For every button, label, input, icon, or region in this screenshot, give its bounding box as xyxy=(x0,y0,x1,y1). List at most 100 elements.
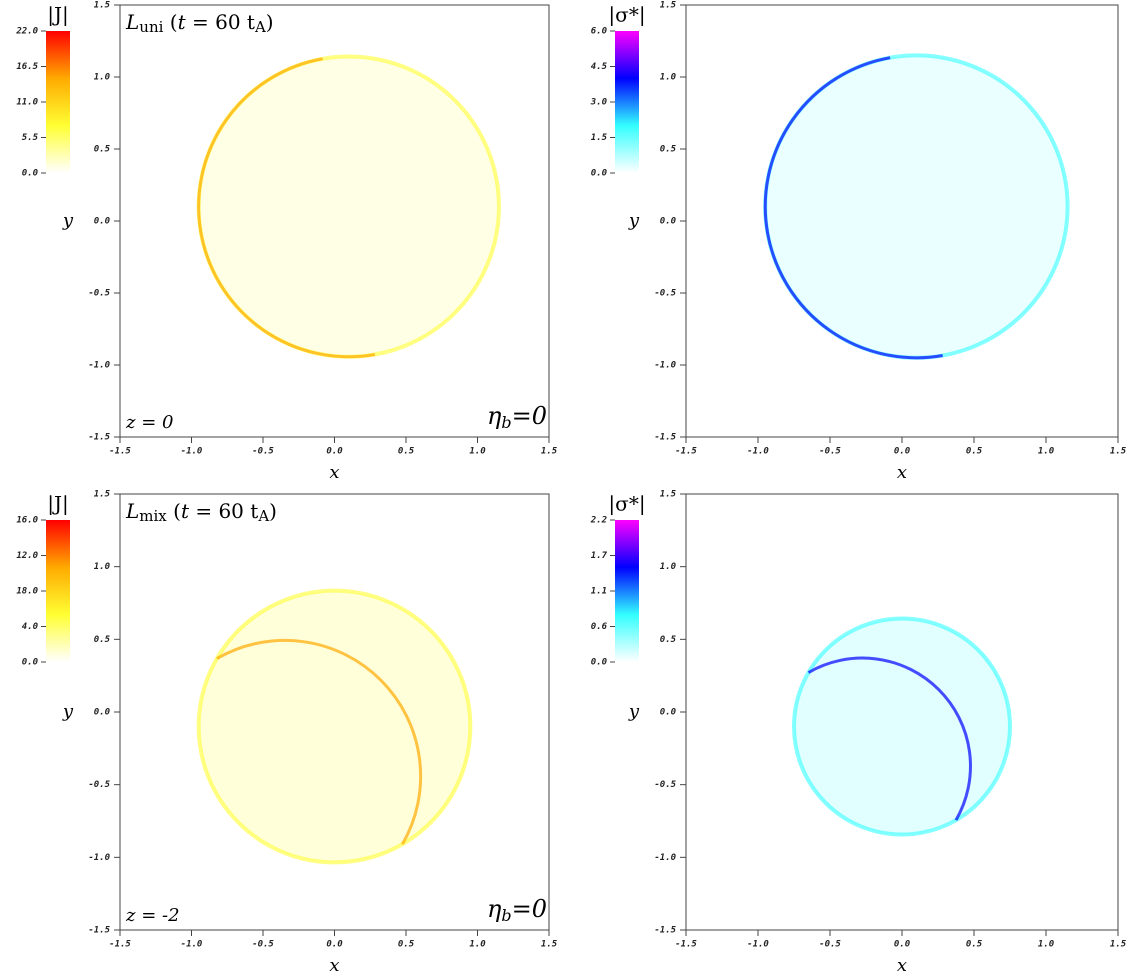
y-tick-label: 0.5 xyxy=(660,635,677,645)
title-part: ( xyxy=(167,499,181,523)
x-tick-label: -1.0 xyxy=(747,940,769,950)
colorbar-tick-label: 4.0 xyxy=(22,622,39,632)
eta-part: η xyxy=(487,402,502,430)
x-axis-label: x xyxy=(897,955,907,976)
eta-label: ηb=0 xyxy=(487,402,547,432)
field-disk xyxy=(765,55,1068,358)
x-tick-label: -0.5 xyxy=(252,447,274,457)
colorbar-tick-label: 1.5 xyxy=(591,133,608,143)
colorbar-tick-label: 5.5 xyxy=(22,133,39,143)
x-tick-label: 0.0 xyxy=(326,447,343,457)
colorbar-tick-label: 2.2 xyxy=(590,516,607,526)
colorbar xyxy=(615,520,639,662)
title-part: A xyxy=(254,18,266,36)
title-part: mix xyxy=(139,507,167,525)
y-axis-label: y xyxy=(628,210,640,231)
eta-part: =0 xyxy=(512,895,547,923)
y-tick-label: -1.5 xyxy=(654,926,676,936)
field-arc xyxy=(807,656,972,821)
y-tick-label: -1.0 xyxy=(654,361,676,371)
x-tick-label: 1.0 xyxy=(1038,447,1055,457)
x-axis-label: x xyxy=(897,462,907,483)
title-part: ) xyxy=(269,499,277,523)
field-disk xyxy=(198,590,471,863)
field-arc xyxy=(197,57,376,359)
y-tick-label: 1.5 xyxy=(660,1,677,11)
colorbar-tick-label: 16.0 xyxy=(16,516,38,526)
colorbar-tick-label: 12.0 xyxy=(16,551,38,561)
y-tick-label: 1.0 xyxy=(660,562,677,572)
y-tick-label: 1.5 xyxy=(94,1,111,11)
colorbar-tick-label: 22.0 xyxy=(15,27,38,37)
field xyxy=(763,53,1070,360)
x-tick-label: -1.5 xyxy=(675,447,697,457)
x-tick-label: 1.5 xyxy=(541,447,558,457)
y-tick-label: 0.0 xyxy=(660,708,677,718)
colorbar-tick-label: 0.6 xyxy=(591,622,608,632)
x-tick-label: -1.0 xyxy=(747,447,769,457)
y-tick-label: -1.0 xyxy=(88,853,110,863)
colorbar-tick-label: 0.0 xyxy=(22,658,39,668)
eta-part: =0 xyxy=(512,402,547,430)
x-tick-label: -0.5 xyxy=(819,940,841,950)
panel-title: Lmix (t = 60 tA) xyxy=(125,499,277,526)
field xyxy=(196,54,501,359)
title-part: L xyxy=(125,499,139,523)
y-tick-label: -0.5 xyxy=(88,289,110,299)
colorbar-tick-label: 4.5 xyxy=(591,62,608,72)
colorbar-tick-label: 16.5 xyxy=(16,62,38,72)
y-tick-label: -0.5 xyxy=(654,780,676,790)
y-tick-label: 1.0 xyxy=(94,562,111,572)
y-tick-label: 1.5 xyxy=(94,490,111,500)
field xyxy=(196,588,473,865)
y-tick-label: 0.0 xyxy=(94,217,111,227)
eta-part: b xyxy=(501,906,511,925)
title-part: = 60 t xyxy=(189,499,258,523)
y-tick-label: -1.0 xyxy=(88,361,110,371)
x-tick-label: 1.0 xyxy=(469,447,486,457)
x-tick-label: -1.5 xyxy=(109,940,131,950)
y-axis-label: y xyxy=(628,701,640,722)
x-tick-label: -0.5 xyxy=(819,447,841,457)
x-tick-label: 0.5 xyxy=(398,940,415,950)
field-arc xyxy=(763,56,943,360)
colorbar-tick-label: 3.0 xyxy=(590,98,608,108)
x-axis-label: x xyxy=(329,462,339,483)
y-tick-label: 1.0 xyxy=(94,73,111,83)
field-disk xyxy=(198,56,499,357)
panel-title: Luni (t = 60 tA) xyxy=(125,10,274,37)
x-tick-label: 0.5 xyxy=(398,447,415,457)
title-part: ( xyxy=(163,10,177,34)
colorbar-tick-label: 18.0 xyxy=(16,587,38,597)
x-tick-label: 1.0 xyxy=(469,940,486,950)
y-tick-label: 1.0 xyxy=(660,73,677,83)
y-tick-label: -1.5 xyxy=(654,433,676,443)
colorbar xyxy=(46,31,70,173)
x-tick-label: -0.5 xyxy=(252,940,274,950)
colorbar-tick-label: 0.0 xyxy=(591,658,608,668)
title-part: t xyxy=(178,10,187,34)
title-part: uni xyxy=(139,18,163,36)
y-tick-label: 0.0 xyxy=(94,708,111,718)
y-axis-label: y xyxy=(62,210,74,231)
title-part: = 60 t xyxy=(186,10,255,34)
y-tick-label: -1.0 xyxy=(654,853,676,863)
colorbar-tick-label: 6.0 xyxy=(591,27,608,37)
field-ring xyxy=(792,616,1012,837)
colorbar-tick-label: 1.1 xyxy=(591,587,607,597)
x-tick-label: 1.5 xyxy=(541,940,558,950)
colorbar-tick-label: 1.7 xyxy=(591,551,608,561)
y-tick-label: -1.5 xyxy=(88,926,110,936)
colorbar-title: |σ*| xyxy=(608,492,645,517)
y-tick-label: 0.5 xyxy=(660,145,677,155)
colorbar-tick-label: 0.0 xyxy=(22,169,39,179)
field-ring xyxy=(196,588,473,865)
title-part: t xyxy=(181,499,190,523)
y-tick-label: -0.5 xyxy=(654,289,676,299)
x-tick-label: 0.5 xyxy=(966,940,983,950)
y-tick-label: -0.5 xyxy=(88,780,110,790)
colorbar-title: |J| xyxy=(47,3,69,28)
y-tick-label: 0.0 xyxy=(660,217,677,227)
x-tick-label: 0.0 xyxy=(894,447,911,457)
